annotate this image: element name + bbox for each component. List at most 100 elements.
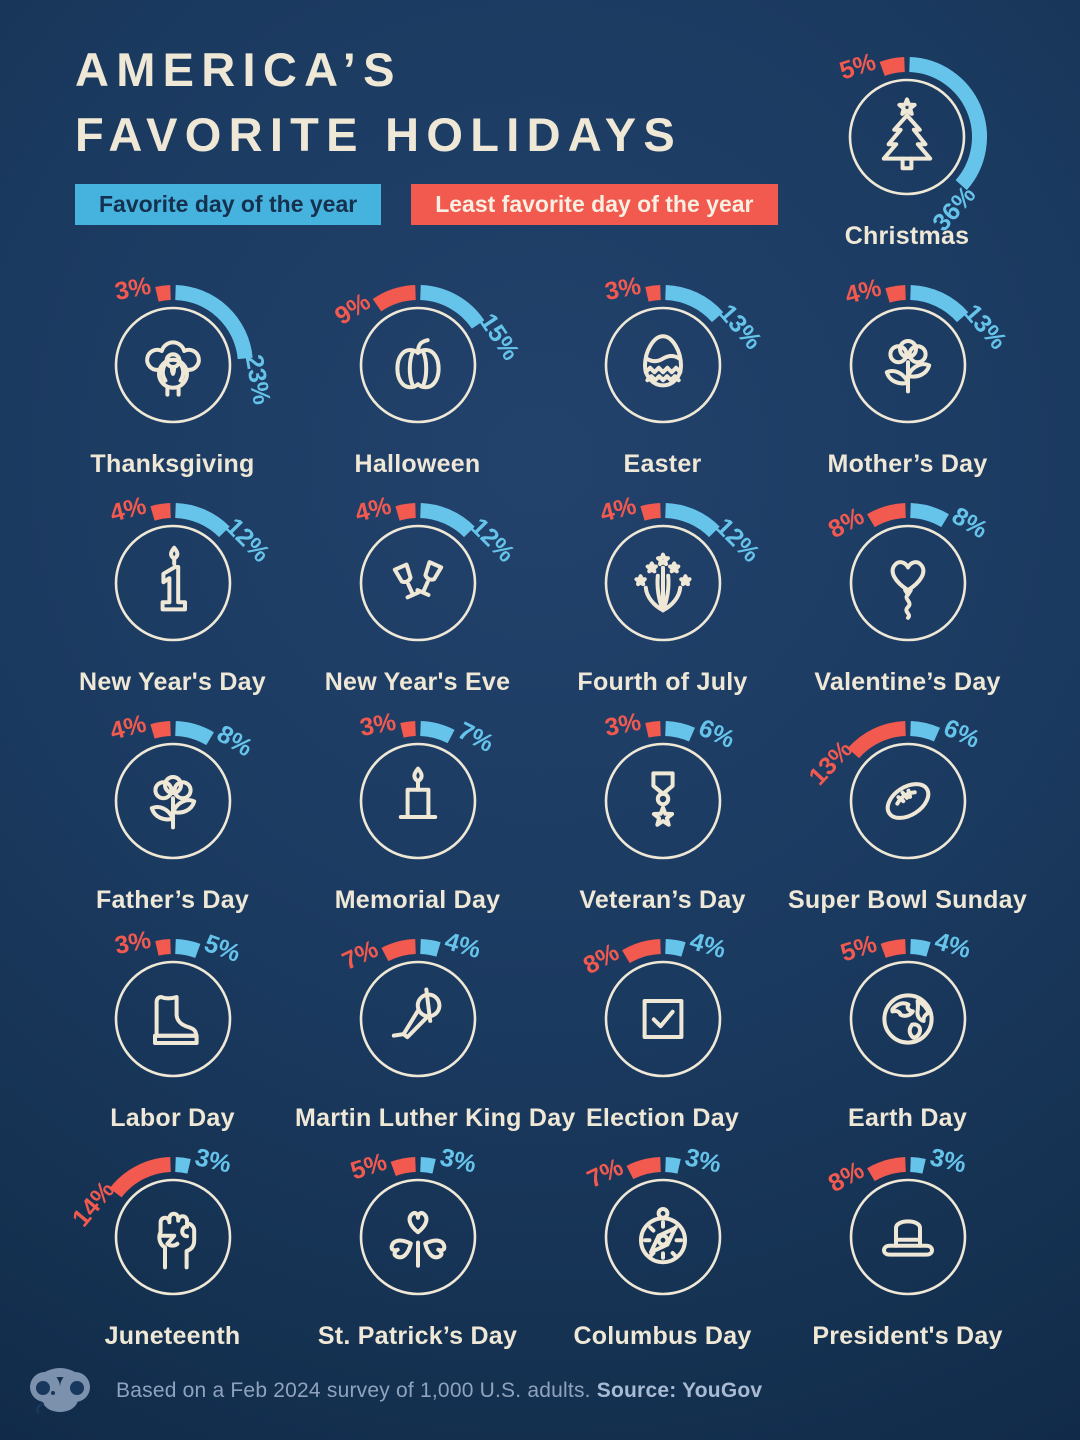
least-favorite-arc <box>399 721 416 738</box>
footer-note: Based on a Feb 2024 survey of 1,000 U.S.… <box>116 1379 762 1403</box>
compass-icon <box>638 1207 687 1265</box>
title-line-2: FAVORITE HOLIDAYS <box>75 107 682 161</box>
favorite-pct-label: 3% <box>682 1143 723 1178</box>
favorite-arc <box>909 285 968 323</box>
footer: Based on a Feb 2024 survey of 1,000 U.S.… <box>28 1362 762 1420</box>
favorite-arc <box>909 721 940 742</box>
holiday-donut-memorial-day: 3% 7% <box>357 708 498 860</box>
least-favorite-pct-label: 7% <box>582 1153 627 1194</box>
least-favorite-arc <box>884 285 906 303</box>
least-favorite-pct-label: 8% <box>578 938 623 980</box>
holiday-name: Memorial Day <box>334 886 501 914</box>
holiday-donut-columbus-day: 7% 3% <box>582 1143 723 1296</box>
holiday-circle <box>359 1178 476 1296</box>
top-hat-icon <box>881 1219 934 1257</box>
survey-note: Based on a Feb 2024 survey of 1,000 U.S.… <box>116 1379 591 1402</box>
pumpkin-icon <box>394 338 441 390</box>
least-favorite-arc <box>880 939 906 959</box>
boot-icon <box>152 995 199 1046</box>
holiday-donut-fourth-of-july: 4% 12% <box>597 492 765 642</box>
holiday-card-st-patrick-s-day: 5% 3% St. Patrick’s Day <box>295 1142 540 1360</box>
holiday-donut-earth-day: 5% 4% <box>837 927 974 1078</box>
least-favorite-arc <box>644 721 661 738</box>
holiday-card-veteran-s-day: 3% 6% Veteran’s Day <box>540 706 785 924</box>
holiday-name: Mother’s Day <box>827 450 988 478</box>
medal-icon <box>650 771 675 827</box>
least-favorite-pct-label: 4% <box>107 492 149 528</box>
holiday-donut-veteran-s-day: 3% 6% <box>602 708 738 860</box>
least-favorite-arc <box>394 503 416 521</box>
holiday-donut-christmas: 5% 36% <box>836 48 987 237</box>
holiday-name: Thanksgiving <box>90 450 255 478</box>
holiday-circle <box>604 742 721 860</box>
ballot-check-icon <box>642 999 683 1040</box>
holiday-name: President's Day <box>812 1322 1003 1350</box>
holiday-donut-father-s-day: 4% 8% <box>107 710 257 860</box>
holiday-name: New Year's Day <box>79 668 266 696</box>
favorite-pct-label: 3% <box>927 1143 968 1178</box>
favorite-pct-label: 12% <box>465 513 520 568</box>
holiday-card-president-s-day: 8% 3% President's Day <box>785 1142 1030 1360</box>
least-favorite-arc <box>625 1157 661 1180</box>
holiday-circle <box>849 1178 966 1296</box>
favorite-arc <box>909 1157 926 1174</box>
least-favorite-pct-label: 4% <box>352 492 394 528</box>
holiday-circle <box>359 306 476 424</box>
holiday-name: Halloween <box>354 450 481 478</box>
easter-egg-icon <box>642 334 683 388</box>
holiday-donut-easter: 3% 13% <box>602 272 767 424</box>
fireworks-icon <box>633 552 692 613</box>
holiday-donut-valentine-s-day: 8% 8% <box>823 502 992 642</box>
holiday-circle <box>849 960 966 1078</box>
least-favorite-pct-label: 8% <box>823 502 868 544</box>
least-favorite-pct-label: 4% <box>842 274 884 310</box>
favorite-arc <box>664 285 723 323</box>
holiday-name: Martin Luther King Day <box>295 1104 576 1132</box>
holiday-card-christmas: 5% 36% Christmas <box>792 42 1022 251</box>
holiday-donut-martin-luther-king-day: 7% 4% <box>337 927 484 1078</box>
legend-least-favorite-chip: Least favorite day of the year <box>411 184 778 226</box>
favorite-arc <box>419 1157 436 1174</box>
microphone-icon <box>391 987 441 1040</box>
least-favorite-pct-label: 5% <box>347 1148 390 1186</box>
holiday-card-columbus-day: 7% 3% Columbus Day <box>540 1142 785 1360</box>
holiday-name: Veteran’s Day <box>579 886 746 914</box>
holiday-circle <box>114 960 231 1078</box>
holiday-card-new-year-s-day: 4% 12% New Year's Day <box>50 488 295 706</box>
holiday-name: Fourth of July <box>577 668 748 696</box>
holiday-circle <box>114 742 231 860</box>
holiday-name: Earth Day <box>848 1104 967 1132</box>
holiday-name: Valentine’s Day <box>814 668 1001 696</box>
source-credit: Source: YouGov <box>596 1379 763 1402</box>
favorite-pct-label: 13% <box>713 299 767 355</box>
least-favorite-arc <box>639 503 661 521</box>
least-favorite-pct-label: 3% <box>602 272 643 306</box>
holiday-card-halloween: 9% 15% Halloween <box>295 270 540 488</box>
least-favorite-arc <box>866 1157 906 1182</box>
holiday-card-labor-day: 3% 5% Labor Day <box>50 924 295 1142</box>
holiday-card-super-bowl-sunday: 13% 6% Super Bowl Sunday <box>785 706 1030 924</box>
holiday-card-easter: 3% 13% Easter <box>540 270 785 488</box>
favorite-arc <box>664 503 720 538</box>
least-favorite-arc <box>154 939 171 956</box>
least-favorite-arc <box>866 503 906 528</box>
holiday-card-valentine-s-day: 8% 8% Valentine’s Day <box>785 488 1030 706</box>
least-favorite-pct-label: 5% <box>837 930 880 968</box>
least-favorite-arc <box>879 57 906 77</box>
least-favorite-pct-label: 8% <box>823 1156 868 1198</box>
heart-balloon-icon <box>890 560 925 620</box>
legend: Favorite day of the year Least favorite … <box>75 184 778 226</box>
number-one-candle-icon <box>160 545 187 612</box>
holiday-circle <box>849 524 966 642</box>
favorite-arc <box>174 721 214 746</box>
holiday-donut-halloween: 9% 15% <box>329 285 524 424</box>
favorite-arc <box>664 721 695 742</box>
favorite-arc <box>419 939 441 957</box>
holiday-name: Juneteenth <box>104 1322 241 1350</box>
least-favorite-arc <box>109 1157 171 1198</box>
holiday-circle <box>849 306 966 424</box>
favorite-arc <box>419 285 484 329</box>
favorite-pct-label: 6% <box>939 714 983 754</box>
holiday-donut-st-patrick-s-day: 5% 3% <box>347 1143 478 1296</box>
holiday-donut-mother-s-day: 4% 13% <box>842 274 1012 424</box>
